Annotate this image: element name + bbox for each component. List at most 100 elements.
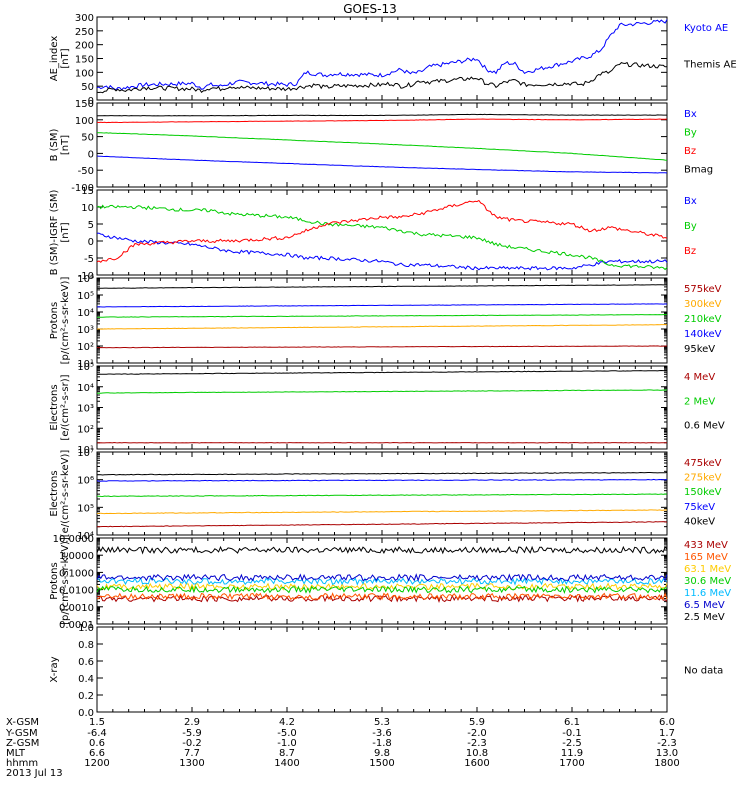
- y-tick-label: 0: [88, 96, 94, 107]
- y-tick-label: 50: [81, 133, 94, 144]
- y-tick-label: 150: [75, 55, 94, 66]
- series-line-4-mev: [96, 441, 668, 444]
- ephemeris-value: -0.1: [562, 728, 582, 739]
- legend-entry: 2 MeV: [684, 396, 715, 407]
- series-line-63.1-mev: [96, 582, 668, 591]
- y-axis-label: [nT]: [60, 222, 71, 242]
- series-line-themis-ae: [96, 61, 668, 94]
- y-axis-label: [e/(cm²-s-sr-keV)]: [60, 450, 71, 538]
- ephemeris-value: 6.6: [89, 748, 105, 759]
- ephemeris-value: 1600: [464, 758, 489, 769]
- series-line-bx: [96, 155, 668, 174]
- series-line-kyoto-ae: [96, 19, 668, 91]
- legend-entry: Themis AE: [683, 60, 737, 71]
- y-tick-label: -100: [71, 183, 94, 194]
- legend-entry: 165 MeV: [684, 552, 728, 563]
- y-tick-label: 10⁷: [77, 448, 94, 459]
- legend-entry: Bz: [684, 246, 696, 257]
- y-tick-label: 100: [75, 68, 94, 79]
- ephemeris-value: -1.0: [277, 738, 297, 749]
- y-tick-label: 0.4: [78, 674, 94, 685]
- y-tick-label: 10⁵: [77, 362, 94, 373]
- y-tick-label: 0: [88, 237, 94, 248]
- plot-title: GOES-13: [343, 2, 397, 16]
- legend-entry: 433 MeV: [684, 540, 728, 551]
- y-tick-label: 10¹: [77, 359, 94, 370]
- ephemeris-value: 1700: [559, 758, 584, 769]
- series-line-30.6-mev: [96, 585, 668, 594]
- series-line-by: [96, 204, 668, 271]
- ephemeris-value: 1.5: [89, 717, 105, 728]
- y-tick-label: 100: [75, 116, 94, 127]
- panel-frame: [96, 626, 668, 713]
- ephemeris-value: -5.9: [182, 728, 202, 739]
- y-tick-label: 1.0: [78, 623, 94, 634]
- ephemeris-value: 1300: [179, 758, 204, 769]
- y-axis-label: Electrons: [49, 470, 60, 516]
- ephemeris-row-label: MLT: [6, 748, 26, 759]
- ephemeris-value: 4.2: [279, 717, 295, 728]
- y-tick-label: 10⁵: [77, 291, 94, 302]
- ephemeris-row-label: Y-GSM: [5, 728, 38, 739]
- legend-entry: Bx: [684, 109, 697, 120]
- date-label: 2013 Jul 13: [6, 768, 63, 779]
- ephemeris-value: 5.9: [469, 717, 485, 728]
- series-line-40kev: [96, 471, 668, 476]
- y-tick-label: 10⁵: [77, 503, 94, 514]
- ephemeris-value: 10.8: [466, 748, 488, 759]
- legend-entry: Bmag: [684, 165, 713, 176]
- series-line-275kev: [96, 509, 668, 515]
- legend-entry: Bz: [684, 146, 696, 157]
- ephemeris-value: 13.0: [656, 748, 678, 759]
- ephemeris-value: -6.4: [87, 728, 107, 739]
- legend-entry: By: [684, 128, 697, 139]
- ephemeris-value: 9.8: [374, 748, 390, 759]
- y-tick-label: 150: [75, 99, 94, 110]
- series-line-bz: [96, 118, 668, 124]
- panel-6: 10⁴ 10⁵ 10⁶ 10⁷ Electrons [e/(cm²-s-sr-keV)] 4…: [49, 448, 722, 542]
- ephemeris-value: 1400: [274, 758, 299, 769]
- panel-5: 10¹ 10² 10³ 10⁴ 10⁵ Electrons [e/(cm²-s-sr)] 4 …: [49, 362, 725, 456]
- y-tick-label: -50: [78, 166, 94, 177]
- series-line-bz: [96, 199, 668, 263]
- legend-entry: 2.5 MeV: [684, 612, 725, 623]
- ephemeris-value: -0.2: [182, 738, 202, 749]
- y-axis-label: Protons: [49, 562, 60, 599]
- ephemeris-value: 6.1: [564, 717, 580, 728]
- y-tick-label: 0.0010: [59, 603, 94, 614]
- panel-frame: [96, 277, 668, 364]
- y-axis-label: [p/(cm²-s-sr-keV)]: [60, 277, 71, 365]
- panel-8: 0.0 0.2 0.4 0.6 0.8 1.0 X-ray No data: [49, 623, 723, 719]
- y-axis-label: AE_index: [49, 36, 60, 82]
- legend-entry: 475keV: [684, 458, 722, 469]
- y-tick-label: 0.1000: [59, 568, 94, 579]
- legend-entry: 300keV: [684, 299, 722, 310]
- y-tick-label: 10⁶: [77, 476, 94, 487]
- ephemeris-value: -2.0: [467, 728, 487, 739]
- ephemeris-row-label: hhmm: [6, 758, 38, 769]
- y-tick-label: 50: [81, 82, 94, 93]
- ephemeris-value: 1800: [654, 758, 679, 769]
- y-tick-label: 10¹: [77, 445, 94, 456]
- legend-entry: Kyoto AE: [684, 23, 728, 34]
- y-axis-label: B (SM)-IGRF (SM): [49, 190, 60, 276]
- legend-entry: 11.6 MeV: [684, 588, 731, 599]
- legend-entry: By: [684, 221, 697, 232]
- y-tick-label: 10.0000: [53, 534, 94, 545]
- y-axis-label: [e/(cm²-s-sr)]: [60, 374, 71, 440]
- ephemeris-row-label: X-GSM: [6, 717, 39, 728]
- series-line-150kev: [96, 493, 668, 498]
- ephemeris-value: 2.9: [184, 717, 200, 728]
- series-line-11.6-mev: [96, 577, 668, 586]
- ephemeris-value: -2.5: [562, 738, 582, 749]
- series-line-bmag: [96, 113, 667, 117]
- y-axis-label: X-ray: [49, 656, 60, 682]
- legend-entry: 40keV: [684, 516, 715, 527]
- legend-entry: 30.6 MeV: [684, 576, 731, 587]
- y-axis-label: B (SM): [49, 128, 60, 161]
- series-line-140kev: [96, 303, 667, 308]
- series-line-2-mev: [96, 389, 668, 394]
- legend-entry: 150keV: [684, 487, 722, 498]
- y-tick-label: 0.0: [78, 708, 94, 719]
- y-tick-label: 10: [81, 203, 94, 214]
